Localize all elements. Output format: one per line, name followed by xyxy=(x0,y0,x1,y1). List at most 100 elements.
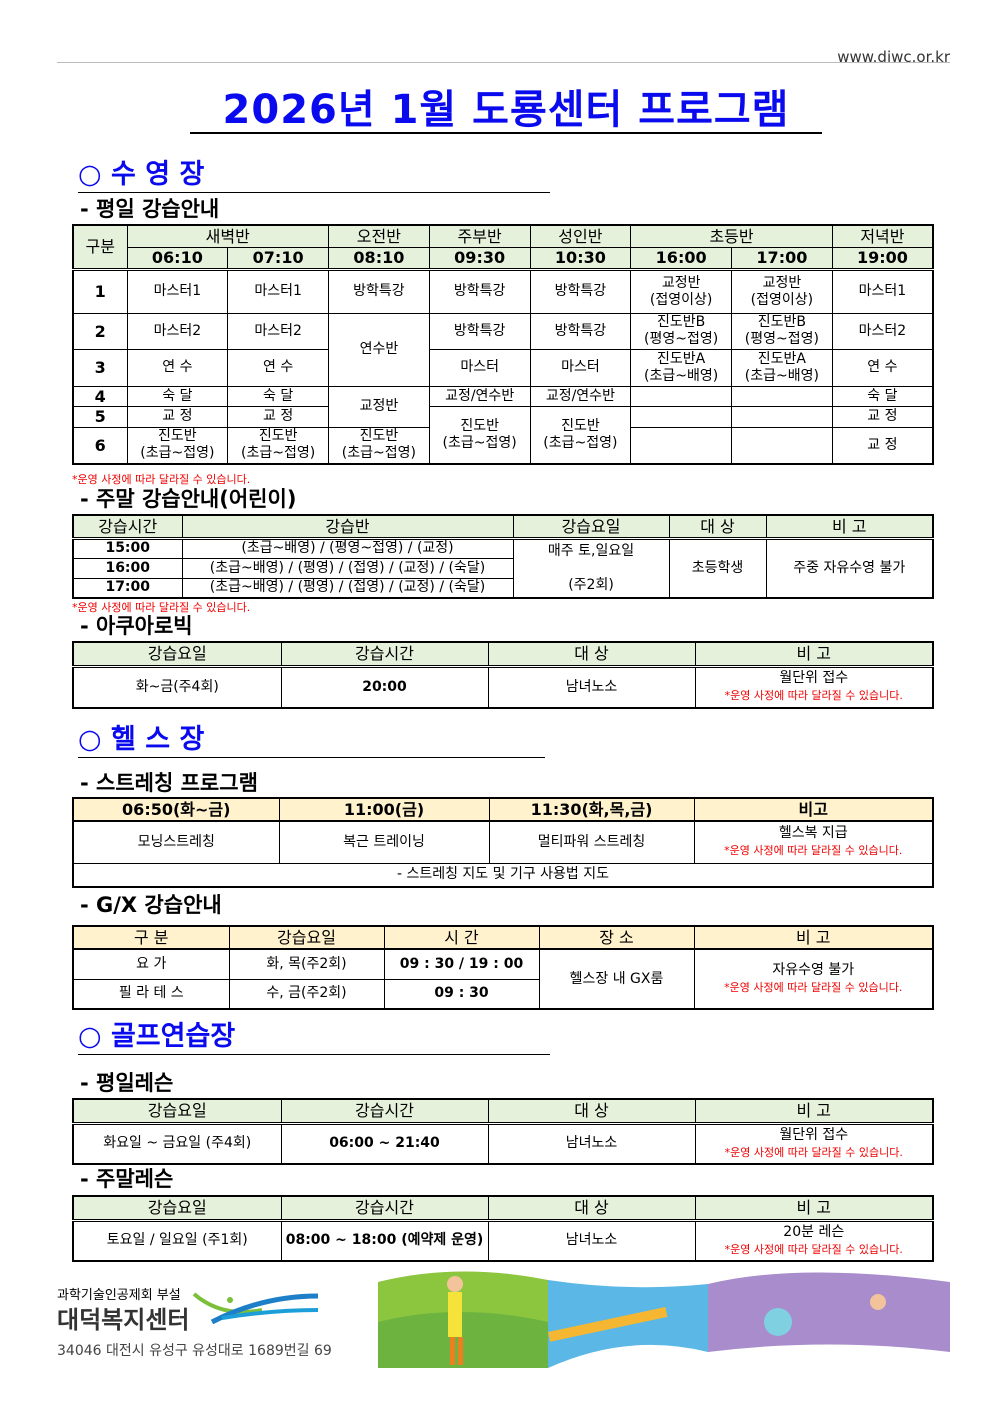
stretch-table: 06:50(화~금) 11:00(금) 11:30(화,목,금) 비고 모닝스트… xyxy=(72,797,934,888)
time-cell: 17:00 xyxy=(72,577,183,599)
pool-weekend-table: 강습시간 강습반 강습요일 대 상 비 고 15:00 (초급~배영) / (평… xyxy=(72,514,934,599)
class-cell: 진도반 (초급~접영) xyxy=(126,426,229,465)
sports-illustration-icon xyxy=(378,1271,950,1368)
table-row: 15:00 (초급~배영) / (평영~접영) / (교정) 매주 토,일요일 (… xyxy=(72,537,934,599)
col-header: 대 상 xyxy=(487,641,696,667)
table-row: 모닝스트레칭 복근 트레이닝 멀티파워 스트레칭 헬스복 지급 *운영 사정에 따… xyxy=(72,820,934,864)
col-header: 대 상 xyxy=(668,514,767,539)
class-cell: 방학특강 xyxy=(328,268,430,314)
time-header: 17:00 xyxy=(731,246,833,270)
program-cell: 복근 트레이닝 xyxy=(278,820,490,864)
remark-cell: 주중 자유수영 불가 xyxy=(765,537,934,599)
time-header: 16:00 xyxy=(630,246,733,270)
class-cell: 마스터 xyxy=(529,348,632,387)
class-cell: 진도반B (평영~접영) xyxy=(731,312,833,350)
row-number: 4 xyxy=(72,385,128,407)
class-cell: 진도반 (초급~접영) xyxy=(227,426,330,465)
class-cell: (초급~배영) / (평영~접영) / (교정) xyxy=(181,537,514,559)
col-header: 강습요일 xyxy=(512,514,670,539)
class-cell: 교 정 xyxy=(126,405,229,428)
notice: *운영 사정에 따라 달라질 수 있습니다. xyxy=(724,981,903,994)
class-cell: 진도반 (초급~접영) xyxy=(428,405,531,465)
group-header: 성인반 xyxy=(529,224,632,248)
col-header: 강습요일 xyxy=(72,1098,282,1124)
table-row: 17:00 (초급~배영) / (평영) / (접영) / (교정) / (숙달… xyxy=(72,577,933,599)
col-header: 강습요일 xyxy=(72,641,282,667)
class-cell: 교정/연수반 xyxy=(529,385,632,407)
divider xyxy=(57,62,950,63)
target-cell: 남녀노소 xyxy=(487,665,696,709)
class-cell: 연 수 xyxy=(831,348,934,387)
col-header: 비 고 xyxy=(694,1098,934,1124)
class-cell: 요 가 xyxy=(72,948,230,980)
pool-weekday-heading: - 평일 강습안내 xyxy=(80,197,220,221)
notice: *운영 사정에 따라 달라질 수 있습니다. xyxy=(724,689,903,703)
table-row: 화요일 ~ 금요일 (주4회) 06:00 ~ 21:40 남녀노소 월단위 접… xyxy=(72,1122,934,1165)
time-cell: 20:00 xyxy=(280,665,489,709)
days-cell: 수, 금(주2회) xyxy=(228,978,385,1010)
class-cell: (초급~배영) / (평영) / (접영) / (교정) / (숙달) xyxy=(181,557,514,579)
notice: *운영 사정에 따라 달라질 수 있습니다. xyxy=(724,844,903,858)
col-header: 강습시간 xyxy=(280,641,489,667)
gx-heading: - G/X 강습안내 xyxy=(80,893,222,917)
time-cell: 15:00 xyxy=(72,537,183,559)
stretch-heading: - 스트레칭 프로그램 xyxy=(80,771,258,795)
gx-table: 구 분 강습요일 시 간 장 소 비 고 요 가 화, 목(주2회) 09 : … xyxy=(72,925,934,1010)
class-cell: 진도반A (초급~배영) xyxy=(731,348,833,387)
class-cell: 연수반 xyxy=(328,312,430,387)
col-header: 강습시간 xyxy=(280,1195,489,1221)
place-cell: 헬스장 내 GX룸 xyxy=(538,948,695,1010)
col-header: 비 고 xyxy=(694,641,934,667)
col-header: 비 고 xyxy=(693,925,934,950)
program-cell: 멀티파워 스트레칭 xyxy=(488,820,695,864)
table-row: 토요일 / 일요일 (주1회) 08:00 ~ 18:00 (예약제 운영) 남… xyxy=(72,1219,934,1262)
class-cell: 마스터1 xyxy=(831,268,934,314)
notice: *운영 사정에 따라 달라질 수 있습니다. xyxy=(72,473,251,486)
notice: *운영 사정에 따라 달라질 수 있습니다. xyxy=(72,601,251,614)
col-header: 강습시간 xyxy=(72,514,183,539)
group-header: 주부반 xyxy=(428,224,531,248)
time-header: 07:10 xyxy=(227,246,330,270)
time-cell: 06:00 ~ 21:40 xyxy=(280,1122,489,1165)
class-cell: 연 수 xyxy=(126,348,229,387)
target-cell: 초등학생 xyxy=(668,537,767,599)
days-cell: 토요일 / 일요일 (주1회) xyxy=(72,1219,282,1262)
row-number: 5 xyxy=(72,405,128,428)
table-row: 필 라 테 스 수, 금(주2회) 09 : 30 xyxy=(72,978,933,1010)
col-header: 11:00(금) xyxy=(278,797,490,822)
class-cell: 마스터 xyxy=(428,348,531,387)
col-label: 구분 xyxy=(72,224,128,270)
org-parent: 과학기술인공제회 부설 xyxy=(57,1288,181,1303)
class-cell: 교정/연수반 xyxy=(428,385,531,407)
class-cell xyxy=(630,385,733,407)
notice: *운영 사정에 따라 달라질 수 있습니다. xyxy=(724,1145,903,1159)
group-header: 초등반 xyxy=(630,224,833,248)
time-cell: 08:00 ~ 18:00 (예약제 운영) xyxy=(280,1219,489,1262)
time-cell: 09 : 30 / 19 : 00 xyxy=(383,948,540,980)
class-cell: 진도반B (평영~접영) xyxy=(630,312,733,350)
remark-cell: 헬스복 지급 *운영 사정에 따라 달라질 수 있습니다. xyxy=(693,820,934,864)
class-cell: 방학특강 xyxy=(428,312,531,350)
table-row: - 스트레칭 지도 및 기구 사용법 지도 xyxy=(72,862,934,888)
days-text: 매주 토,일요일 xyxy=(547,542,635,559)
col-header: 강습시간 xyxy=(280,1098,489,1124)
col-header: 비 고 xyxy=(765,514,934,539)
class-cell: 교정반 (접영이상) xyxy=(731,268,833,314)
class-cell xyxy=(731,426,833,465)
stretch-footer: - 스트레칭 지도 및 기구 사용법 지도 xyxy=(72,862,934,888)
aqua-heading: - 아쿠아로빅 xyxy=(80,614,193,638)
class-cell: 진도반A (초급~배영) xyxy=(630,348,733,387)
class-cell: 마스터2 xyxy=(126,312,229,350)
row-number: 1 xyxy=(72,268,128,314)
golf-weekday-table: 강습요일 강습시간 대 상 비 고 화요일 ~ 금요일 (주4회) 06:00 … xyxy=(72,1098,934,1165)
class-cell: 교 정 xyxy=(831,405,934,428)
class-cell: 연 수 xyxy=(227,348,330,387)
class-cell: 숙 달 xyxy=(831,385,934,407)
org-name: 대덕복지센터 xyxy=(57,1306,190,1334)
remark-cell: 월단위 접수 *운영 사정에 따라 달라질 수 있습니다. xyxy=(694,665,934,709)
group-header: 저녁반 xyxy=(831,224,934,248)
pool-weekday-table: 구분 새벽반 오전반 주부반 성인반 초등반 저녁반 06:10 07:10 0… xyxy=(72,224,935,465)
time-header: 09:30 xyxy=(428,246,531,270)
golf-weekday-heading: - 평일레슨 xyxy=(80,1071,174,1095)
